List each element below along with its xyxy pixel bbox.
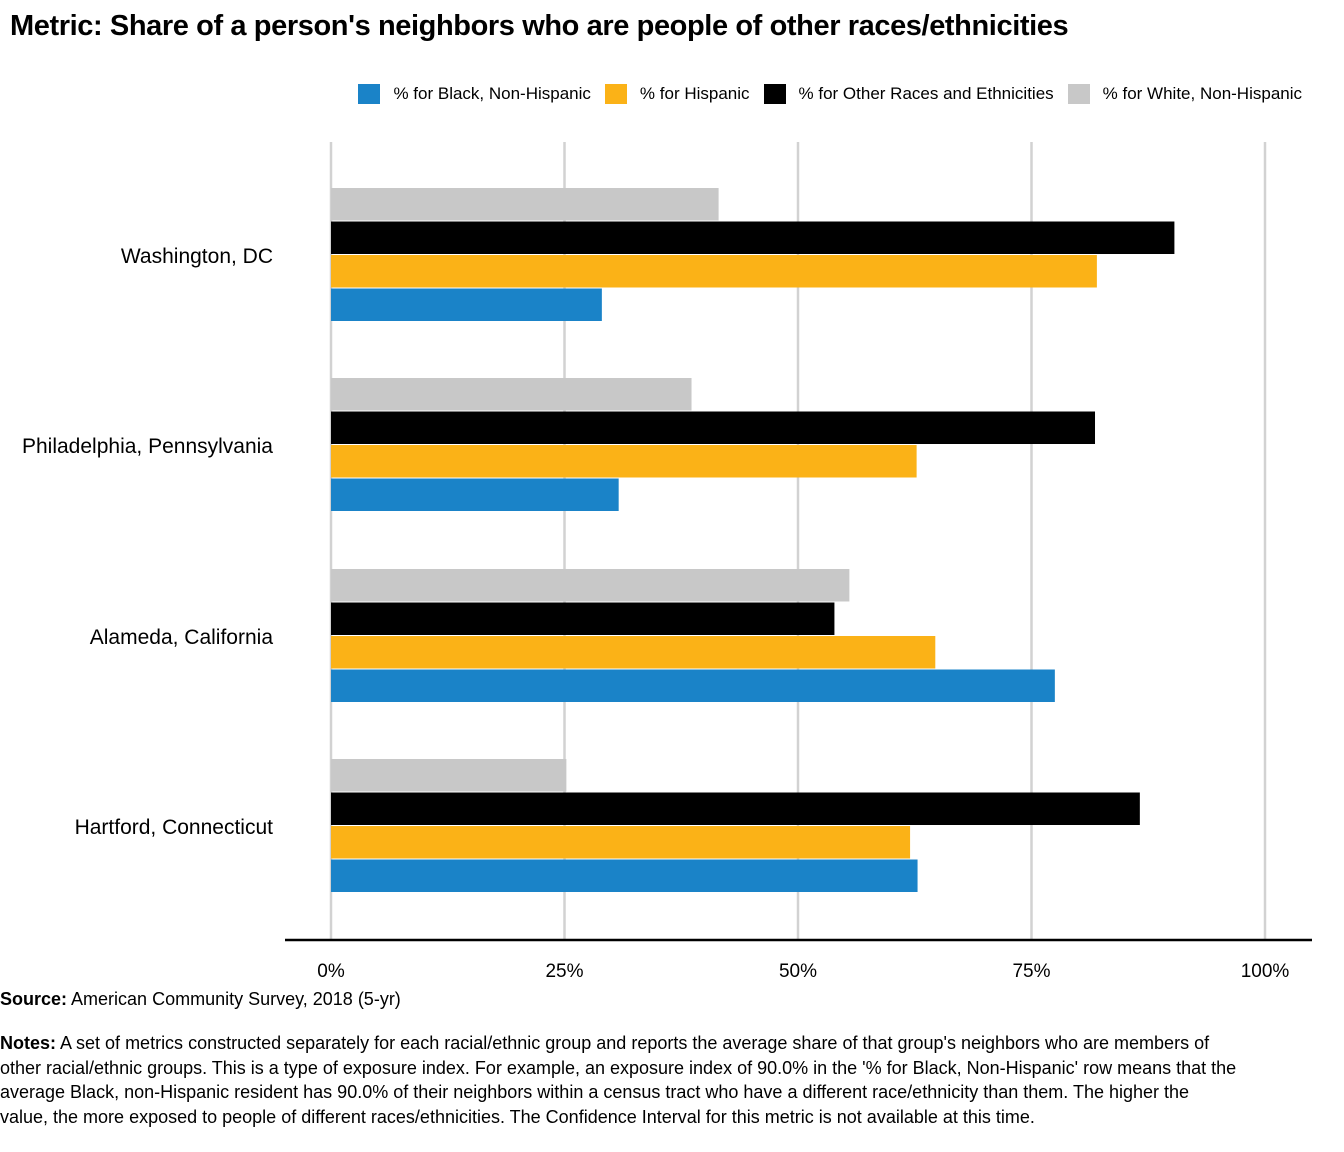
x-tick-label: 50% [779, 961, 817, 982]
category-label: Alameda, California [90, 626, 274, 649]
legend-label: % for White, Non-Hispanic [1102, 84, 1302, 103]
source-text: American Community Survey, 2018 (5-yr) [67, 989, 401, 1009]
legend-item-for-black-non-hispanic: % for Black, Non-Hispanic [358, 84, 591, 104]
bar-hartford-connecticut-for-hispanic [331, 826, 911, 859]
x-tick-label: 100% [1241, 961, 1290, 982]
source-label: Source: [0, 989, 68, 1009]
legend-swatch [763, 84, 786, 104]
bar-chart: Washington, DC Philadelphia, Pennsylvania… [22, 142, 1312, 982]
bar-alameda-california-for-hispanic [331, 636, 936, 669]
bar-hartford-connecticut-for-white-non-hispanic [331, 759, 567, 792]
bar-washington-dc-for-black-non-hispanic [331, 288, 602, 321]
legend-swatch [1067, 84, 1090, 104]
chart-title: Metric: Share of a person's neighbors wh… [10, 10, 1069, 42]
bar-hartford-connecticut-for-black-non-hispanic [331, 859, 918, 892]
bar-philadelphia-pennsylvania-for-other-races-and-ethnicities [331, 411, 1096, 444]
x-tick-label: 0% [317, 961, 345, 982]
notes-text-block: Notes: A set of metrics constructed sepa… [0, 1031, 1240, 1129]
bar-washington-dc-for-white-non-hispanic [331, 188, 719, 221]
x-tick-label: 75% [1012, 961, 1050, 982]
bar-alameda-california-for-black-non-hispanic [331, 669, 1055, 702]
notes-text: A set of metrics constructed separately … [0, 1033, 1237, 1127]
legend-item-for-white-non-hispanic: % for White, Non-Hispanic [1067, 84, 1302, 104]
legend-label: % for Hispanic [639, 84, 750, 103]
bar-alameda-california-for-other-races-and-ethnicities [331, 602, 835, 635]
bar-philadelphia-pennsylvania-for-white-non-hispanic [331, 378, 692, 411]
legend-item-for-other-races-and-ethnicities: % for Other Races and Ethnicities [763, 84, 1054, 104]
bar-alameda-california-for-white-non-hispanic [331, 569, 850, 602]
legend-label: % for Other Races and Ethnicities [798, 84, 1054, 103]
legend: % for Black, Non-Hispanic % for Hispanic%… [344, 84, 1302, 104]
bars [331, 188, 1175, 892]
legend-item-for-hispanic: % for Hispanic [604, 84, 750, 104]
category-label: Philadelphia, Pennsylvania [22, 435, 273, 458]
category-label: Hartford, Connecticut [75, 816, 274, 839]
bar-washington-dc-for-other-races-and-ethnicities [331, 221, 1175, 254]
bar-washington-dc-for-hispanic [331, 255, 1097, 288]
legend-swatch [358, 84, 381, 104]
legend-swatch [604, 84, 627, 104]
x-tick-label: 25% [545, 961, 583, 982]
x-axis-ticks: 0% 25% 50% 75% 100% [317, 961, 1289, 982]
legend-label: % for Black, Non-Hispanic [393, 84, 591, 103]
source-note: Source: American Community Survey, 2018 … [0, 989, 401, 1010]
bar-philadelphia-pennsylvania-for-black-non-hispanic [331, 478, 619, 511]
category-labels: Washington, DC Philadelphia, Pennsylvania… [22, 245, 273, 839]
category-label: Washington, DC [121, 245, 273, 268]
notes-label: Notes: [0, 1033, 57, 1053]
bar-hartford-connecticut-for-other-races-and-ethnicities [331, 792, 1140, 825]
bar-philadelphia-pennsylvania-for-hispanic [331, 445, 917, 478]
